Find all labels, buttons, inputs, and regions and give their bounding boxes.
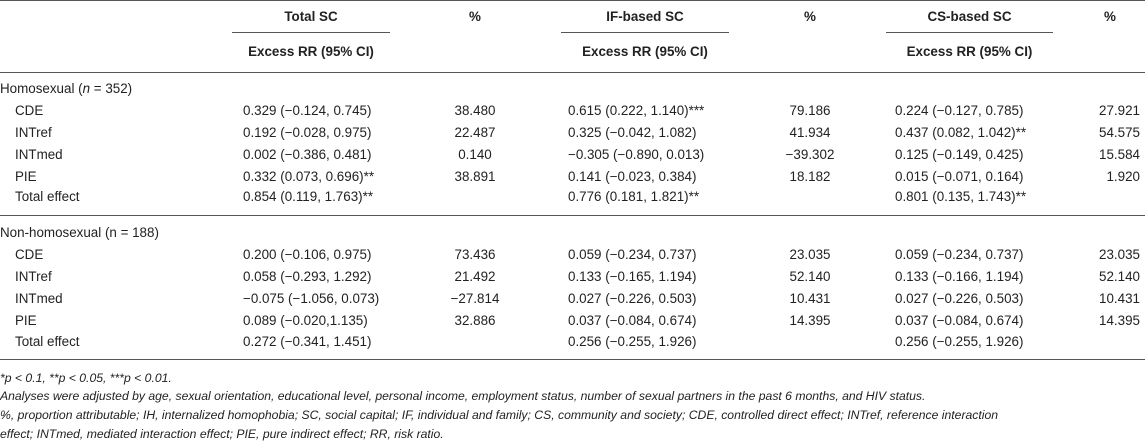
cell-if: 0.141 (−0.023, 0.384) [568,169,697,184]
cell-if-pct: 14.395 [789,313,831,328]
header-cs-sc: CS-based SC [927,9,1012,24]
cell-if: 0.776 (0.181, 1.821)** [568,189,700,204]
cell-total: 0.332 (0.073, 0.696)** [243,169,375,184]
footnote-adjusted: Analyses were adjusted by age, sexual or… [0,389,926,403]
bottom-rule [0,359,1145,360]
cell-cs-pct: 52.140 [1099,269,1140,284]
row-label: INTref [15,269,52,284]
cell-if: 0.027 (−0.226, 0.503) [568,291,697,306]
cell-total: 0.089 (−0.020,1.135) [243,313,368,328]
row-label: INTmed [15,147,63,162]
row-label: PIE [15,313,37,328]
header-pct-2: % [804,9,816,24]
cell-if: 0.325 (−0.042, 1.082) [568,125,697,140]
cell-total: 0.192 (−0.028, 0.975) [243,125,372,140]
row-label: CDE [15,247,44,262]
cell-cs: 0.037 (−0.084, 0.674) [895,313,1024,328]
cell-cs: 0.437 (0.082, 1.042)** [895,125,1027,140]
header-pct-3: % [1104,9,1116,24]
top-rule [0,0,1145,1]
cell-total-pct: 73.436 [454,247,496,262]
cell-cs-pct: 23.035 [1099,247,1140,262]
cell-if: −0.305 (−0.890, 0.013) [568,147,705,162]
cell-total: 0.854 (0.119, 1.763)** [243,189,374,204]
header-excess-rr-3: Excess RR (95% CI) [906,44,1033,59]
cell-cs: 0.801 (0.135, 1.743)** [895,189,1027,204]
cell-total-pct: 38.480 [454,103,496,118]
row-label: INTmed [15,291,63,306]
cell-total-pct: 38.891 [454,169,496,184]
cell-cs: 0.059 (−0.234, 0.737) [895,247,1024,262]
footnote-significance: *p < 0.1, **p < 0.05, ***p < 0.01. [0,371,172,385]
header-excess-rr-2: Excess RR (95% CI) [582,44,708,59]
group-label-non-homosexual: Non-homosexual (n = 188) [0,225,159,240]
group-label-homosexual: Homosexual (n = 352) [0,81,133,96]
row-label: CDE [15,103,44,118]
cell-total-pct: 22.487 [454,125,496,140]
cell-cs-pct: 27.921 [1099,103,1140,118]
cell-cs: 0.027 (−0.226, 0.503) [895,291,1024,306]
cell-cs-pct: 10.431 [1099,291,1140,306]
cell-cs: 0.125 (−0.149, 0.425) [895,147,1024,162]
cell-total-pct: 32.886 [454,313,496,328]
footnote-abbreviations-1: %, proportion attributable; IH, internal… [0,408,999,422]
cell-cs: 0.133 (−0.166, 1.194) [895,269,1024,284]
cell-if: 0.059 (−0.234, 0.737) [568,247,697,262]
cell-total: 0.058 (−0.293, 1.292) [243,269,372,284]
cell-cs: 0.015 (−0.071, 0.164) [895,169,1024,184]
cell-if-pct: 10.431 [789,291,831,306]
cell-if-pct: −39.302 [785,147,835,162]
cell-if-pct: 41.934 [789,125,831,140]
cell-total: −0.075 (−1.056, 0.073) [243,291,380,306]
cell-if-pct: 79.186 [789,103,831,118]
group-separator-rule [0,215,1145,216]
cell-total: 0.200 (−0.106, 0.975) [243,247,372,262]
cell-if-pct: 23.035 [789,247,831,262]
row-label: Total effect [15,189,80,204]
header-excess-rr-1: Excess RR (95% CI) [248,44,374,59]
header-if-sc: IF-based SC [606,9,684,24]
cell-cs-pct: 14.395 [1099,313,1140,328]
cell-if-pct: 52.140 [789,269,831,284]
cell-total: 0.329 (−0.124, 0.745) [243,103,372,118]
cell-total: 0.002 (−0.386, 0.481) [243,147,372,162]
row-label: INTref [15,125,52,140]
footnote-abbreviations-2: effect; INTmed, mediated interaction eff… [0,427,444,441]
cell-total-pct: 21.492 [454,269,496,284]
cell-if: 0.037 (−0.084, 0.674) [568,313,697,328]
header-underline-cs [886,32,1053,33]
cell-total: 0.272 (−0.341, 1.451) [243,334,372,349]
header-underline-if [561,32,729,33]
cell-if: 0.256 (−0.255, 1.926) [568,334,697,349]
header-total-sc: Total SC [284,9,338,24]
cell-if-pct: 18.182 [789,169,831,184]
cell-cs: 0.224 (−0.127, 0.785) [895,103,1024,118]
row-label: Total effect [15,334,80,349]
cell-total-pct: −27.814 [450,291,500,306]
row-label: PIE [15,169,37,184]
cell-cs-pct: 54.575 [1099,125,1140,140]
cell-if: 0.615 (0.222, 1.140)*** [568,103,705,118]
cell-total-pct: 0.140 [458,147,492,162]
header-underline-total [232,32,390,33]
header-pct-1: % [469,9,481,24]
cell-cs: 0.256 (−0.255, 1.926) [895,334,1024,349]
cell-if: 0.133 (−0.165, 1.194) [568,269,697,284]
header-bottom-rule [0,72,1145,73]
cell-cs-pct: 1.920 [1106,169,1140,184]
cell-cs-pct: 15.584 [1099,147,1140,162]
